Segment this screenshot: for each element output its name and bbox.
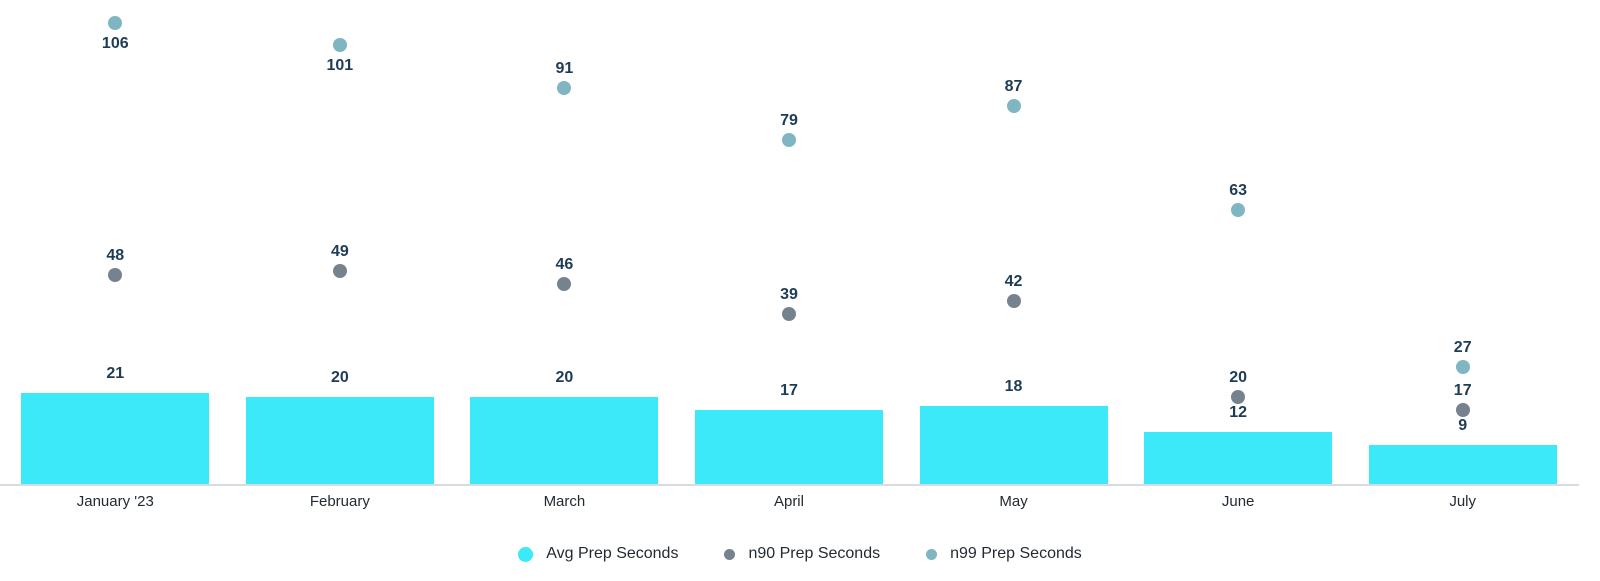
legend-marker-icon <box>926 548 938 560</box>
n90-point-4[interactable] <box>1006 294 1021 309</box>
x-axis-label-0: January '23 <box>76 493 154 510</box>
bar-avg-5[interactable] <box>1144 431 1333 484</box>
plot-area: 21 48 106 20 49 101 20 46 91 17 39 79 18 42 87 12 20 63 9 1… <box>21 15 1557 484</box>
bar-avg-3[interactable] <box>694 410 883 484</box>
n99-value-label: 101 <box>326 56 354 74</box>
bar-value-label: 12 <box>1229 403 1248 421</box>
bar-avg-6[interactable] <box>1368 444 1557 484</box>
bar-value-label: 20 <box>330 369 349 386</box>
x-axis-label-3: April <box>773 493 804 510</box>
legend-item-n99[interactable]: n99 Prep Seconds <box>926 545 1082 563</box>
legend-item-label: n90 Prep Seconds <box>748 545 881 562</box>
x-axis-label-1: February <box>309 493 370 510</box>
n90-point-6[interactable] <box>1455 403 1470 418</box>
n90-value-label: 42 <box>1004 273 1023 291</box>
n99-point-5[interactable] <box>1231 202 1246 217</box>
n90-point-1[interactable] <box>332 263 347 278</box>
n90-value-label: 46 <box>555 255 574 273</box>
bar-value-label: 9 <box>1458 416 1468 434</box>
legend-marker-icon <box>518 546 534 562</box>
n90-point-2[interactable] <box>557 276 572 291</box>
legend-item-n90[interactable]: n90 Prep Seconds <box>724 545 880 563</box>
n99-value-label: 27 <box>1453 338 1472 356</box>
n99-point-1[interactable] <box>332 37 347 52</box>
bar-avg-0[interactable] <box>21 392 210 484</box>
n90-value-label: 20 <box>1229 369 1248 386</box>
n99-point-4[interactable] <box>1006 98 1021 113</box>
legend-item-label: Avg Prep Seconds <box>546 545 679 562</box>
legend-item-avg[interactable]: Avg Prep Seconds <box>518 545 678 563</box>
n99-point-3[interactable] <box>781 133 796 148</box>
n99-value-label: 106 <box>101 34 129 52</box>
x-axis-label-6: July <box>1449 493 1477 510</box>
n99-value-label: 91 <box>555 60 574 78</box>
n99-value-label: 87 <box>1004 77 1023 95</box>
n90-point-5[interactable] <box>1231 390 1246 404</box>
n99-value-label: 63 <box>1229 181 1248 199</box>
n90-point-3[interactable] <box>781 307 796 322</box>
bar-avg-1[interactable] <box>245 397 434 484</box>
n90-value-label: 17 <box>1453 382 1472 400</box>
bar-avg-2[interactable] <box>470 397 659 484</box>
bar-value-label: 18 <box>1004 377 1023 395</box>
bar-value-label: 17 <box>780 382 798 400</box>
n90-value-label: 39 <box>780 286 798 304</box>
n99-point-6[interactable] <box>1455 359 1470 374</box>
x-axis-label-2: March <box>543 493 586 510</box>
n90-value-label: 48 <box>106 247 125 265</box>
n99-point-0[interactable] <box>108 15 123 30</box>
x-axis-line <box>0 484 1579 486</box>
n90-value-label: 49 <box>330 242 349 260</box>
bar-avg-4[interactable] <box>919 405 1108 484</box>
n99-value-label: 79 <box>780 112 798 130</box>
bar-value-label: 21 <box>106 364 125 382</box>
legend-item-label: n99 Prep Seconds <box>950 545 1082 562</box>
bar-value-label: 20 <box>555 369 574 386</box>
x-axis-label-4: May <box>999 493 1028 510</box>
legend-marker-icon <box>724 548 736 560</box>
legend: Avg Prep Seconds n90 Prep Seconds n99 Prep… <box>0 542 1600 566</box>
n90-point-0[interactable] <box>108 268 123 283</box>
x-axis-label-5: June <box>1221 493 1255 510</box>
n99-point-2[interactable] <box>557 81 572 96</box>
